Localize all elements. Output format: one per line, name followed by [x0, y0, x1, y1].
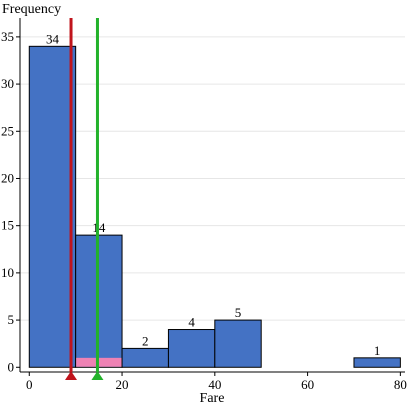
y-tick-label-10: 10 — [1, 265, 14, 280]
x-axis-title: Fare — [200, 391, 225, 406]
bar-count-label-1: 14 — [92, 220, 106, 235]
y-tick-label-15: 15 — [1, 218, 14, 233]
histogram-bar-4 — [214, 319, 262, 368]
x-tick-label-20: 20 — [116, 377, 129, 392]
bar-count-label-4: 5 — [235, 305, 242, 320]
marker-triangle-1 — [91, 371, 104, 380]
markers-layer — [65, 18, 104, 380]
bar-count-label-0: 34 — [46, 31, 60, 46]
bars-layer: 34 14 2 4 5 1 — [28, 31, 401, 368]
y-axis-title: Frequency — [2, 2, 61, 17]
bar-count-label-2: 2 — [142, 333, 149, 348]
histogram-bar-2 — [121, 347, 169, 368]
y-tick-label-30: 30 — [1, 76, 14, 91]
x-tick-label-0: 0 — [26, 377, 33, 392]
histogram-bar-0 — [28, 45, 77, 368]
y-tick-label-35: 35 — [1, 29, 14, 44]
y-tick-label-0: 0 — [8, 359, 15, 374]
y-tick-label-5: 5 — [8, 312, 15, 327]
x-tick-label-40: 40 — [208, 377, 221, 392]
y-tick-label-20: 20 — [1, 170, 14, 185]
x-tick-label-80: 80 — [394, 377, 407, 392]
bar-count-label-5: 1 — [374, 343, 381, 358]
y-tick-label-25: 25 — [1, 123, 14, 138]
bar-count-label-3: 4 — [188, 315, 195, 330]
marker-triangle-0 — [65, 371, 78, 380]
histogram-bar-5 — [353, 357, 401, 368]
x-tick-label-60: 60 — [301, 377, 314, 392]
histogram-bar-3 — [167, 329, 216, 368]
